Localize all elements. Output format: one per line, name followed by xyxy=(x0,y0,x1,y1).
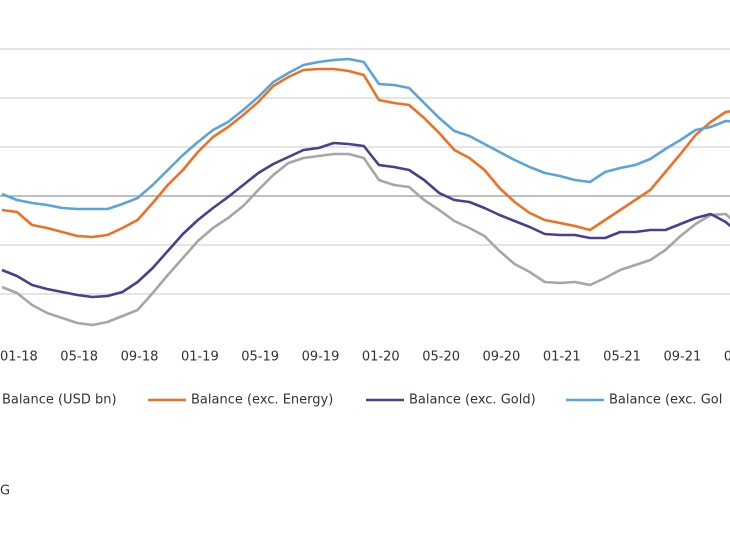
x-tick-label: 01-19 xyxy=(181,350,219,365)
series-line xyxy=(1,67,730,239)
x-tick-label: 09-18 xyxy=(121,350,159,365)
x-tick-label: 01-18 xyxy=(0,350,38,365)
source: G xyxy=(0,484,10,499)
x-tick-label: 09-21 xyxy=(664,350,702,365)
x-tick-label: 01 xyxy=(724,350,730,365)
x-tick-label: 01-20 xyxy=(362,350,400,365)
legend-label: Balance (exc. Gold) xyxy=(409,393,536,408)
x-tick-label: 05-18 xyxy=(60,350,98,365)
legend-label: Balance (exc. Energy) xyxy=(191,393,333,408)
x-tick-label: 05-20 xyxy=(422,350,460,365)
x-tick-label: 01-21 xyxy=(543,350,581,365)
legend-label: Balance (exc. Gol xyxy=(609,393,722,408)
series-line xyxy=(1,57,730,211)
x-tick-label: 05-19 xyxy=(241,350,279,365)
x-tick-label: 05-21 xyxy=(603,350,641,365)
legend-label: Balance (USD bn) xyxy=(2,393,117,408)
series-line xyxy=(1,152,730,327)
x-tick-label: 09-19 xyxy=(302,350,340,365)
series-line xyxy=(1,141,730,299)
x-tick-label: 09-20 xyxy=(483,350,521,365)
